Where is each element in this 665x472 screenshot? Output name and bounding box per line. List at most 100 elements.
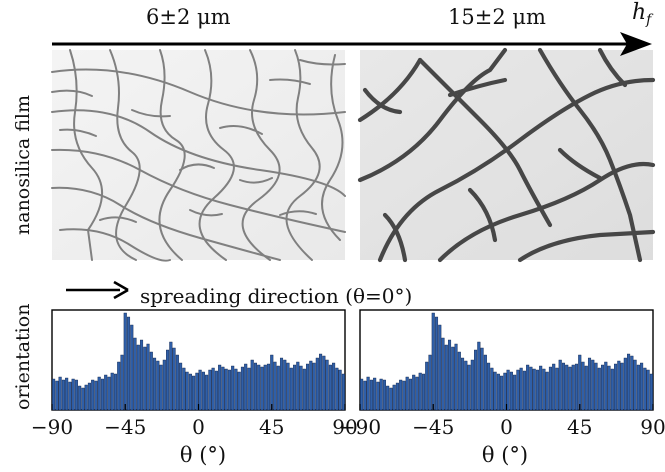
right-thickness-label: 15±2 μm <box>448 5 546 29</box>
hf-symbol: h <box>632 0 647 25</box>
histogram-bar <box>408 378 413 411</box>
histogram-bar <box>279 357 284 411</box>
histogram-bar <box>315 357 319 411</box>
histogram-bar <box>366 376 370 411</box>
histogram-bar <box>328 364 332 411</box>
histogram-bar <box>250 359 254 411</box>
histogram-bar <box>474 349 478 411</box>
histogram-bar <box>123 312 127 411</box>
histogram-bar <box>205 374 209 411</box>
histogram-bar <box>117 361 121 411</box>
histogram-bar <box>617 360 621 411</box>
histogram-bar <box>286 362 290 411</box>
histogram-bar <box>571 364 575 411</box>
histogram-bar <box>289 367 293 411</box>
histogram-bar <box>545 371 549 411</box>
histogram-bar <box>373 377 377 411</box>
histogram-bar <box>369 379 373 411</box>
histogram-bar <box>113 373 118 411</box>
histogram-bar <box>244 363 248 411</box>
histogram-bar <box>224 368 228 411</box>
x-tick-label: −45 <box>104 415 147 439</box>
histogram-bar <box>535 369 539 411</box>
histogram-bar <box>412 374 416 411</box>
histogram-bar <box>584 365 588 411</box>
histogram-bar <box>415 376 419 411</box>
histogram-bar <box>68 381 72 411</box>
histogram-bar <box>240 366 244 411</box>
histogram-bar <box>227 369 231 411</box>
histogram-bar <box>162 359 166 411</box>
histogram-bar <box>604 361 608 411</box>
histogram-bar <box>293 364 297 411</box>
histogram-bar <box>516 369 520 411</box>
orientation-histogram-left <box>51 309 346 411</box>
x-tick-label: 45 <box>259 415 285 439</box>
histogram-bar <box>428 354 432 411</box>
crack-micrograph-right <box>357 47 656 263</box>
histogram-bar <box>636 364 640 411</box>
histogram-bar <box>610 368 614 411</box>
histogram-bar <box>500 375 504 411</box>
hf-axis-arrow <box>52 32 652 56</box>
histogram-bar <box>503 372 507 411</box>
histogram-bar <box>558 359 562 411</box>
histogram-bar <box>561 362 566 411</box>
x-tick-label: 0 <box>192 415 205 439</box>
histogram-bar <box>574 363 579 411</box>
histogram-bar <box>623 357 627 411</box>
histogram-bar <box>568 366 572 411</box>
histogram-bar <box>389 387 393 411</box>
histogram-bar <box>581 361 585 411</box>
histogram-bar <box>338 369 342 411</box>
histogram-bar <box>451 346 455 411</box>
plot-frame-left <box>51 309 346 411</box>
histogram-bar <box>594 362 598 411</box>
histogram-bar <box>509 371 513 411</box>
histogram-bar <box>169 341 173 411</box>
histogram-bar <box>431 312 435 411</box>
histogram-bar <box>322 355 326 411</box>
spreading-direction-arrow <box>66 280 129 300</box>
histogram-bar <box>110 372 114 411</box>
histogram-bar <box>490 367 494 411</box>
histogram-bar <box>309 360 313 411</box>
x-tick-label: 90 <box>640 415 665 439</box>
histogram-bar <box>299 365 303 411</box>
histogram-bar <box>136 344 140 411</box>
spreading-direction-label: spreading direction (θ=0°) <box>140 284 413 308</box>
histogram-bar <box>480 347 484 411</box>
histogram-bar <box>221 366 225 411</box>
histogram-bar <box>247 367 251 411</box>
histogram-bar <box>461 357 465 411</box>
histogram-bar <box>627 353 631 411</box>
histogram-bar <box>306 363 310 411</box>
orientation-row-label: orientation <box>12 303 34 410</box>
histogram-bar <box>421 373 426 411</box>
histogram-bar <box>382 379 386 411</box>
histogram-bar <box>201 371 205 411</box>
histogram-bar <box>84 384 88 411</box>
histogram-bar <box>149 351 153 411</box>
histogram-bar <box>405 376 409 411</box>
x-axis-label-left: θ (°) <box>179 443 227 467</box>
histogram-bar <box>646 369 650 411</box>
histogram-bar <box>614 363 618 411</box>
histogram-bar <box>253 362 258 411</box>
histogram-bar <box>159 364 163 411</box>
histogram-bar <box>467 364 471 411</box>
histogram-bar <box>296 361 300 411</box>
histogram-bar <box>270 354 274 411</box>
crack-micrograph-left <box>51 49 346 262</box>
histogram-bar <box>100 378 104 411</box>
histogram-bar <box>182 367 186 411</box>
histogram-bar <box>234 368 238 411</box>
histogram-bar <box>640 362 644 411</box>
plot-frame-right <box>359 309 654 411</box>
histogram-bar <box>273 361 277 411</box>
histogram-bar <box>188 373 192 411</box>
histogram-bar <box>192 375 196 411</box>
histogram-bar <box>630 355 634 411</box>
histogram-bar <box>179 362 183 411</box>
histogram-bar <box>513 374 517 411</box>
